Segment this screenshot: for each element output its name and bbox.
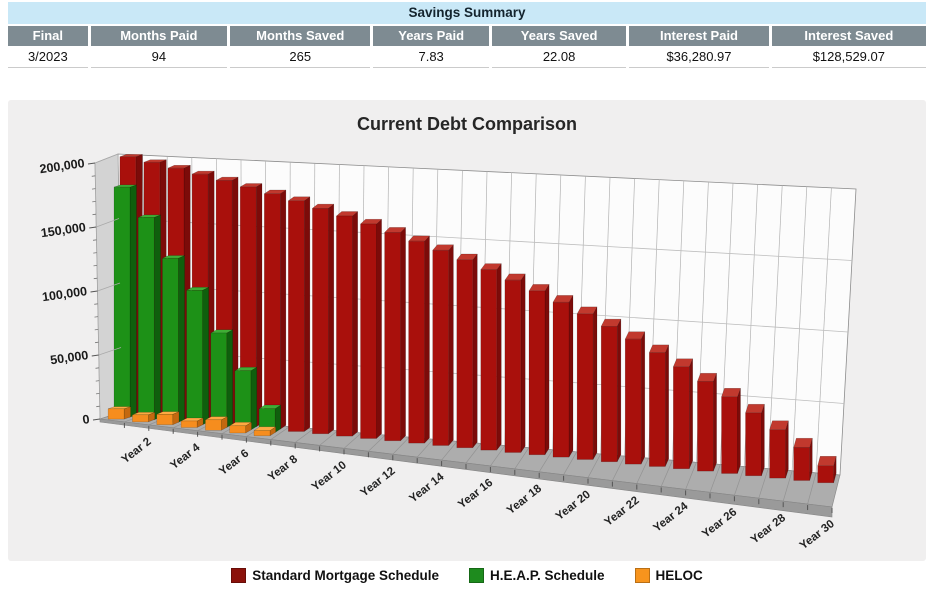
legend-label-heap: H.E.A.P. Schedule xyxy=(489,568,605,583)
savings-summary-table: Savings Summary Final Months Paid Months… xyxy=(8,2,926,68)
value-years-paid: 7.83 xyxy=(373,47,489,68)
x-tick-label: Year 20 xyxy=(554,489,593,523)
header-final: Final xyxy=(8,26,88,46)
x-tick-label: Year 10 xyxy=(310,459,349,493)
header-months-paid: Months Paid xyxy=(90,26,228,46)
x-tick-label: Year 30 xyxy=(798,518,837,552)
y-tick-label: 0 xyxy=(82,412,91,427)
header-years-paid: Years Paid xyxy=(373,26,489,46)
series-2-bars xyxy=(113,184,282,433)
legend-label-heloc: HELOC xyxy=(655,568,703,583)
x-tick-label: Year 8 xyxy=(266,453,301,484)
value-years-saved: 22.08 xyxy=(491,47,627,68)
value-interest-saved: $128,529.07 xyxy=(771,47,926,68)
series-3-bars xyxy=(107,406,277,437)
x-tick-label: Year 6 xyxy=(217,448,251,478)
legend-item-heap: H.E.A.P. Schedule xyxy=(468,568,605,583)
savings-summary-header-row: Final Months Paid Months Saved Years Pai… xyxy=(8,26,926,46)
x-tick-label: Year 18 xyxy=(505,482,545,517)
legend-swatch-heap-icon xyxy=(468,568,484,583)
x-tick-label: Year 2 xyxy=(120,436,154,466)
x-tick-label: Year 12 xyxy=(359,465,398,499)
debt-comparison-chart-panel: 0 50,000 100,000 150,000 200,000 Year 2 Year 4… xyxy=(8,100,926,561)
legend-swatch-standard-mortgage-icon xyxy=(231,568,247,583)
series-1-bars xyxy=(119,154,837,484)
header-interest-paid: Interest Paid xyxy=(629,26,769,46)
x-tick-label: Year 4 xyxy=(168,441,203,472)
y-axis: 0 50,000 100,000 150,000 200,000 xyxy=(39,153,122,427)
legend-swatch-heloc-icon xyxy=(634,568,650,583)
legend-label-standard-mortgage: Standard Mortgage Schedule xyxy=(252,568,439,583)
savings-summary-title: Savings Summary xyxy=(8,2,926,24)
x-tick-label: Year 26 xyxy=(700,506,739,540)
value-months-paid: 94 xyxy=(90,47,228,68)
value-interest-paid: $36,280.97 xyxy=(629,47,769,68)
x-tick-label: Year 24 xyxy=(651,500,691,535)
value-months-saved: 265 xyxy=(230,47,371,68)
chart-title: Current Debt Comparison xyxy=(357,114,577,134)
x-tick-label: Year 28 xyxy=(749,512,789,547)
debt-comparison-chart: 0 50,000 100,000 150,000 200,000 Year 2 Year 4… xyxy=(39,114,857,552)
legend-item-heloc: HELOC xyxy=(634,568,703,583)
savings-summary-data-row: 3/2023 94 265 7.83 22.08 $36,280.97 $128… xyxy=(8,47,926,68)
value-final: 3/2023 xyxy=(8,47,88,68)
header-years-saved: Years Saved xyxy=(491,26,627,46)
x-tick-label: Year 14 xyxy=(407,471,447,506)
x-tick-label: Year 16 xyxy=(456,477,495,511)
y-tick-label: 150,000 xyxy=(40,220,87,240)
y-tick-label: 200,000 xyxy=(39,156,86,176)
y-tick-label: 50,000 xyxy=(49,348,89,367)
header-months-saved: Months Saved xyxy=(230,26,371,46)
y-tick-label: 100,000 xyxy=(41,284,88,304)
header-interest-saved: Interest Saved xyxy=(771,26,926,46)
chart-legend: Standard Mortgage Schedule H.E.A.P. Sche… xyxy=(8,568,926,583)
x-tick-label: Year 22 xyxy=(603,494,642,528)
legend-item-standard-mortgage: Standard Mortgage Schedule xyxy=(231,568,439,583)
